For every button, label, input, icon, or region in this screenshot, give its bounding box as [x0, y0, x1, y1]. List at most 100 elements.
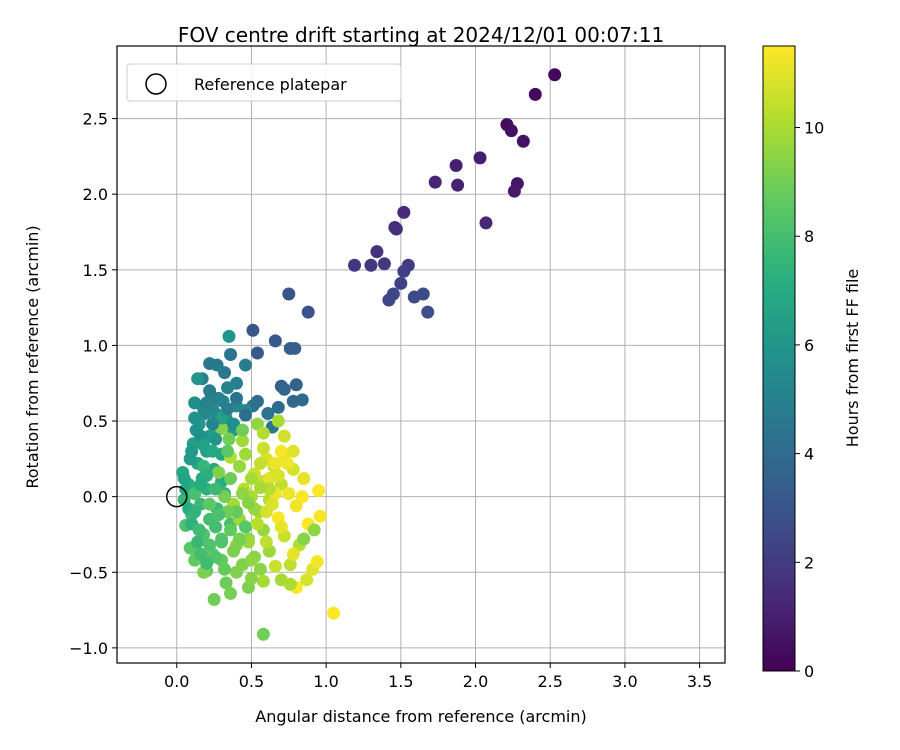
y-tick-label: −0.5: [69, 563, 108, 582]
data-point: [197, 438, 211, 452]
data-point: [504, 124, 518, 138]
data-point: [221, 444, 235, 458]
colorbar-tick-label: 10: [804, 119, 824, 138]
data-point: [397, 264, 411, 278]
x-tick-label: 0.5: [239, 672, 264, 691]
data-point: [235, 423, 249, 437]
data-point: [200, 556, 214, 570]
data-point: [238, 520, 252, 534]
data-point: [377, 257, 391, 271]
data-point: [301, 305, 315, 319]
data-point: [232, 459, 246, 473]
y-tick-label: 2.0: [83, 185, 108, 204]
colorbar-ticks: 0 2 4 6 8 10: [795, 119, 824, 681]
data-point: [289, 378, 303, 392]
data-point: [297, 532, 311, 546]
legend-box: [126, 63, 402, 102]
data-point: [282, 287, 296, 301]
y-tick-label: 1.0: [83, 336, 108, 355]
data-point: [416, 287, 430, 301]
data-point: [209, 482, 223, 496]
data-point: [177, 472, 191, 486]
data-point: [274, 444, 288, 458]
data-point: [268, 559, 282, 573]
x-tick-label: 2.0: [463, 672, 488, 691]
colorbar-tick-label: 2: [804, 553, 814, 572]
chart-title: FOV centre drift starting at 2024/12/01 …: [178, 23, 664, 47]
data-point: [277, 382, 291, 396]
data-point: [274, 520, 288, 534]
data-point: [244, 571, 258, 585]
data-point: [222, 329, 236, 343]
data-point: [394, 276, 408, 290]
plot-frame: [116, 45, 726, 664]
data-point: [286, 547, 300, 561]
data-point: [268, 334, 282, 348]
data-point: [283, 558, 297, 572]
data-point: [256, 441, 270, 455]
x-axis-ticks: 0.0 0.5 1.0 1.5 2.0 2.5 3.0 3.5: [164, 663, 712, 691]
data-point: [188, 505, 202, 519]
y-tick-label: 2.5: [83, 110, 108, 129]
data-point: [271, 414, 285, 428]
colorbar-tick-label: 4: [804, 445, 814, 464]
data-point: [218, 490, 232, 504]
data-point: [382, 293, 396, 307]
data-point: [241, 496, 255, 510]
data-point: [277, 429, 291, 443]
legend-marker: [145, 73, 167, 95]
x-tick-label: 1.0: [313, 672, 338, 691]
data-point: [312, 484, 326, 498]
data-point: [191, 372, 205, 386]
data-point: [203, 538, 217, 552]
data-point: [206, 417, 220, 431]
data-point: [194, 478, 208, 492]
colorbar: [762, 45, 796, 672]
data-point: [256, 574, 270, 588]
data-point: [250, 346, 264, 360]
data-point: [209, 520, 223, 534]
data-point: [232, 532, 246, 546]
data-point: [271, 468, 285, 482]
data-point: [203, 497, 217, 511]
data-point: [256, 627, 270, 641]
data-point: [253, 456, 267, 470]
data-point: [246, 323, 260, 337]
data-point: [449, 158, 463, 172]
data-point: [283, 577, 297, 591]
data-points: [176, 68, 562, 641]
data-point: [268, 456, 282, 470]
data-point: [261, 406, 275, 420]
data-point: [364, 258, 378, 272]
data-point: [271, 400, 285, 414]
data-point: [238, 408, 252, 422]
data-point: [218, 562, 232, 576]
data-point: [218, 366, 232, 380]
legend-entry-reference-platepar: Reference platepar: [194, 75, 347, 94]
data-point: [256, 426, 270, 440]
data-point: [188, 411, 202, 425]
data-point: [212, 508, 226, 522]
data-point: [307, 523, 321, 537]
y-tick-label: 0.0: [83, 488, 108, 507]
data-point: [224, 348, 238, 361]
colorbar-tick-label: 6: [804, 336, 814, 355]
data-point: [451, 178, 465, 192]
data-point: [310, 555, 324, 569]
data-point: [327, 606, 341, 620]
y-tick-label: 0.5: [83, 412, 108, 431]
colorbar-tick-label: 0: [804, 662, 814, 681]
y-axis-label: Rotation from reference (arcmin): [23, 225, 42, 488]
data-point: [288, 341, 302, 355]
reference-platepar-marker: [166, 485, 188, 508]
data-point: [370, 245, 384, 259]
colorbar-label: Hours from first FF file: [843, 269, 862, 448]
data-point: [238, 447, 252, 461]
data-point: [253, 481, 267, 495]
data-point: [473, 151, 487, 165]
x-tick-label: 3.0: [612, 672, 637, 691]
data-point: [244, 472, 258, 486]
x-tick-label: 2.5: [537, 672, 562, 691]
legend: Reference platepar: [126, 63, 402, 102]
